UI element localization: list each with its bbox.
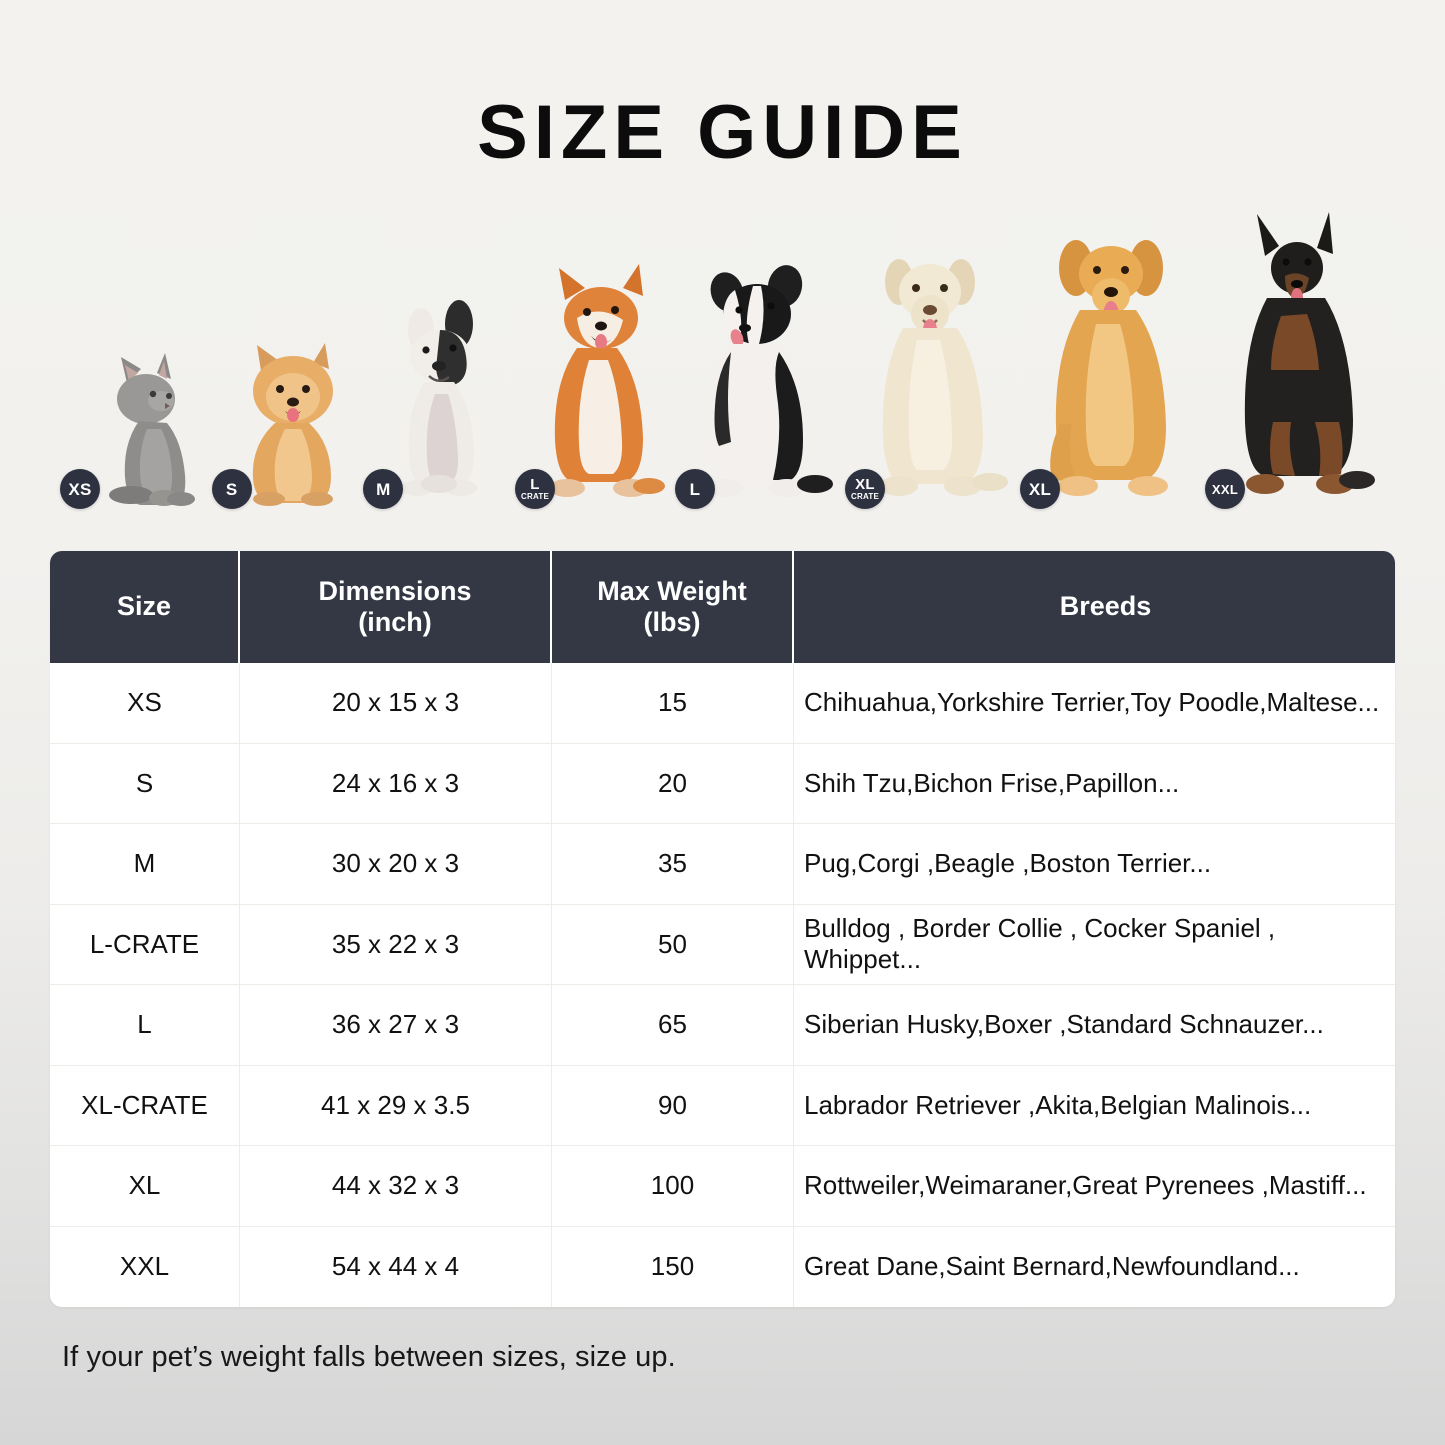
cell-max-weight: 100 <box>552 1146 794 1226</box>
table-row: XL 44 x 32 x 3 100 Rottweiler,Weimaraner… <box>50 1146 1395 1227</box>
badge-label: XXL <box>1211 481 1239 497</box>
doberman-illustration <box>1205 212 1385 513</box>
cell-dimensions: 54 x 44 x 4 <box>240 1226 552 1307</box>
cell-size: L-CRATE <box>50 904 240 984</box>
badge-label: XL <box>1028 479 1052 499</box>
pet-l: L <box>675 256 845 513</box>
cell-breeds: Siberian Husky,Boxer ,Standard Schnauzer… <box>804 1009 1324 1040</box>
cell-dimensions: 35 x 22 x 3 <box>240 904 552 984</box>
size-badge-m: M <box>363 469 404 509</box>
cell-size: XXL <box>50 1226 240 1307</box>
cell-dimensions: 20 x 15 x 3 <box>240 663 552 743</box>
shiba-inu-illustration <box>515 260 675 513</box>
badge-label: M <box>376 479 391 499</box>
size-badge-xxl: XXL <box>1205 469 1246 509</box>
size-badge-xs: XS <box>60 469 100 509</box>
cell-size: XL <box>50 1146 240 1226</box>
column-header-size: Size <box>50 551 240 663</box>
size-badge-xl-crate: XL CRATE <box>845 469 886 509</box>
cell-size: S <box>50 743 240 823</box>
size-badge-l: L <box>675 469 716 509</box>
cell-breeds: Pug,Corgi ,Beagle ,Boston Terrier... <box>804 848 1212 879</box>
size-guide-table: Size Dimensions (inch) Max Weight (lbs) … <box>50 551 1395 1307</box>
table-header-row: Size Dimensions (inch) Max Weight (lbs) … <box>50 551 1395 663</box>
labrador-retriever-illustration <box>845 240 1020 513</box>
sizing-note: If your pet’s weight falls between sizes… <box>62 1341 676 1373</box>
animal-size-lineup: XS <box>60 212 1385 513</box>
cell-max-weight: 90 <box>552 1065 794 1145</box>
cell-dimensions: 36 x 27 x 3 <box>240 985 552 1065</box>
pet-xs: XS <box>60 343 212 513</box>
pet-xl: XL <box>1020 224 1205 513</box>
cell-size: M <box>50 824 240 904</box>
size-badge-s: S <box>211 469 252 509</box>
border-collie-illustration <box>675 256 845 513</box>
cell-max-weight: 50 <box>552 904 794 984</box>
pet-xxl: XXL <box>1205 212 1385 513</box>
column-header-max-weight: Max Weight (lbs) <box>552 551 794 663</box>
cell-max-weight: 15 <box>552 663 794 743</box>
cell-max-weight: 65 <box>552 985 794 1065</box>
table-row: XL-CRATE 41 x 29 x 3.5 90 Labrador Retri… <box>50 1065 1395 1146</box>
cell-dimensions: 24 x 16 x 3 <box>240 743 552 823</box>
table-row: L-CRATE 35 x 22 x 3 50 Bulldog , Border … <box>50 904 1395 985</box>
table-row: M 30 x 20 x 3 35 Pug,Corgi ,Beagle ,Bost… <box>50 824 1395 905</box>
badge-label: L <box>530 476 540 493</box>
grey-cat-illustration <box>61 343 211 513</box>
pet-s: S <box>211 323 364 513</box>
badge-label: S <box>225 479 238 499</box>
pet-m: M <box>363 298 515 513</box>
cell-dimensions: 30 x 20 x 3 <box>240 824 552 904</box>
cell-dimensions: 41 x 29 x 3.5 <box>240 1065 552 1145</box>
golden-retriever-illustration <box>1020 224 1205 513</box>
cell-size: XL-CRATE <box>50 1065 240 1145</box>
column-header-breeds: Breeds <box>1059 591 1152 622</box>
pet-l-crate: L CRATE <box>515 260 675 513</box>
cell-dimensions: 44 x 32 x 3 <box>240 1146 552 1226</box>
pet-xl-crate: XL CRATE <box>845 240 1020 513</box>
size-badge-xl: XL <box>1020 469 1061 509</box>
badge-label: XL <box>855 476 875 493</box>
cell-max-weight: 20 <box>552 743 794 823</box>
table-row: L 36 x 27 x 3 65 Siberian Husky,Boxer ,S… <box>50 985 1395 1066</box>
cell-breeds: Chihuahua,Yorkshire Terrier,Toy Poodle,M… <box>804 687 1380 718</box>
badge-label: XS <box>68 479 92 499</box>
badge-label: L <box>689 479 701 499</box>
pomeranian-illustration <box>213 323 363 513</box>
cell-size: XS <box>50 663 240 743</box>
size-badge-l-crate: L CRATE <box>515 469 556 509</box>
table-row: S 24 x 16 x 3 20 Shih Tzu,Bichon Frise,P… <box>50 743 1395 824</box>
cell-breeds: Shih Tzu,Bichon Frise,Papillon... <box>804 767 1180 798</box>
cell-breeds: Rottweiler,Weimaraner,Great Pyrenees ,Ma… <box>804 1170 1367 1201</box>
badge-sublabel: CRATE <box>851 492 879 501</box>
page-title: SIZE GUIDE <box>477 90 968 175</box>
cell-size: L <box>50 985 240 1065</box>
cell-breeds: Great Dane,Saint Bernard,Newfoundland... <box>804 1251 1300 1282</box>
cell-max-weight: 150 <box>552 1226 794 1307</box>
column-header-dimensions: Dimensions (inch) <box>240 551 552 663</box>
french-bulldog-illustration <box>369 298 509 513</box>
cell-breeds: Labrador Retriever ,Akita,Belgian Malino… <box>804 1089 1312 1120</box>
cell-max-weight: 35 <box>552 824 794 904</box>
table-row: XXL 54 x 44 x 4 150 Great Dane,Saint Ber… <box>50 1226 1395 1307</box>
badge-sublabel: CRATE <box>521 492 549 501</box>
cell-breeds: Bulldog , Border Collie , Cocker Spaniel… <box>804 913 1276 975</box>
table-row: XS 20 x 15 x 3 15 Chihuahua,Yorkshire Te… <box>50 663 1395 744</box>
